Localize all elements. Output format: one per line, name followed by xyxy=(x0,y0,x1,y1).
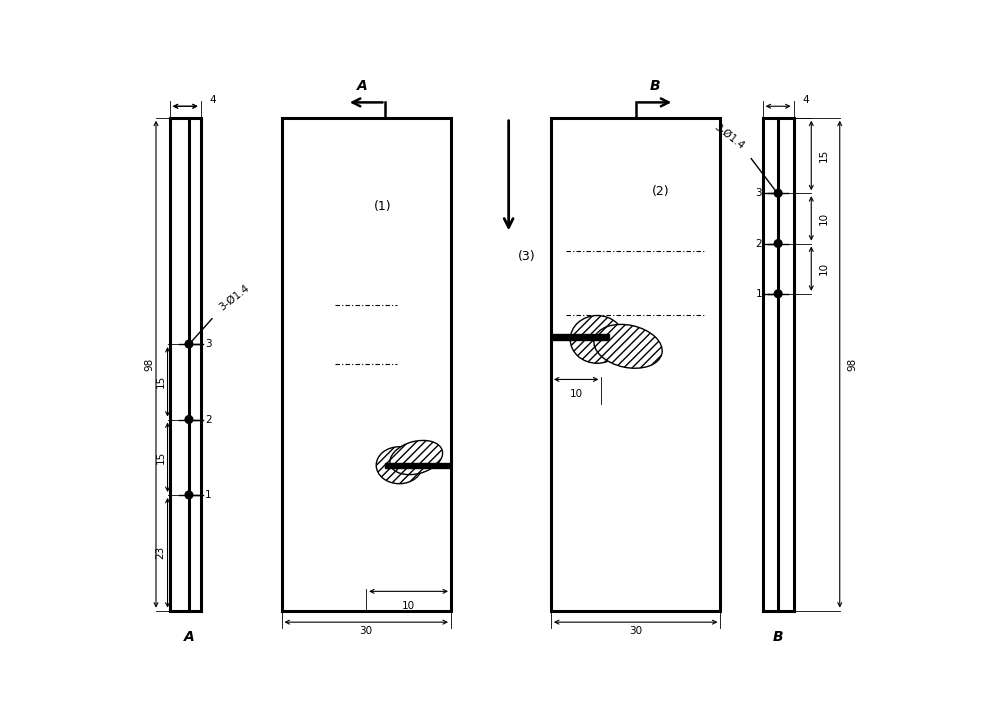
Text: (3): (3) xyxy=(518,250,536,263)
Bar xyxy=(551,117,720,610)
Text: 2: 2 xyxy=(205,415,212,425)
Text: 10: 10 xyxy=(570,389,583,399)
Text: (2): (2) xyxy=(652,185,670,198)
Text: 3-Ø1.4: 3-Ø1.4 xyxy=(712,121,746,151)
Text: 10: 10 xyxy=(819,212,829,225)
Ellipse shape xyxy=(376,447,422,484)
Ellipse shape xyxy=(594,324,662,368)
Text: 3-Ø1.4: 3-Ø1.4 xyxy=(217,283,251,312)
Text: 4: 4 xyxy=(803,95,809,104)
Text: B: B xyxy=(773,630,783,644)
Circle shape xyxy=(774,290,782,298)
Text: (1): (1) xyxy=(374,200,392,213)
Text: 1: 1 xyxy=(205,490,212,500)
Text: 1: 1 xyxy=(755,289,762,299)
Circle shape xyxy=(185,415,193,423)
Ellipse shape xyxy=(390,440,443,475)
Text: 98: 98 xyxy=(145,357,155,370)
Text: 10: 10 xyxy=(402,600,415,610)
Text: 4: 4 xyxy=(210,95,217,104)
Text: 30: 30 xyxy=(360,626,373,636)
Bar xyxy=(385,463,451,468)
Circle shape xyxy=(774,189,782,197)
Text: B: B xyxy=(650,79,660,93)
Text: 15: 15 xyxy=(819,149,829,162)
Bar xyxy=(551,334,609,340)
Text: 3: 3 xyxy=(755,188,762,198)
Text: A: A xyxy=(357,79,368,93)
Circle shape xyxy=(774,240,782,247)
Text: 23: 23 xyxy=(156,546,166,560)
Ellipse shape xyxy=(570,315,624,363)
Text: 98: 98 xyxy=(847,357,857,370)
Text: 15: 15 xyxy=(156,451,166,464)
Text: 2: 2 xyxy=(755,239,762,249)
Text: 30: 30 xyxy=(629,626,642,636)
Text: A: A xyxy=(184,630,194,644)
Text: 3: 3 xyxy=(205,339,212,349)
Text: 15: 15 xyxy=(156,375,166,389)
Bar xyxy=(282,117,451,610)
Circle shape xyxy=(185,340,193,348)
Circle shape xyxy=(185,491,193,499)
Text: 10: 10 xyxy=(819,262,829,276)
